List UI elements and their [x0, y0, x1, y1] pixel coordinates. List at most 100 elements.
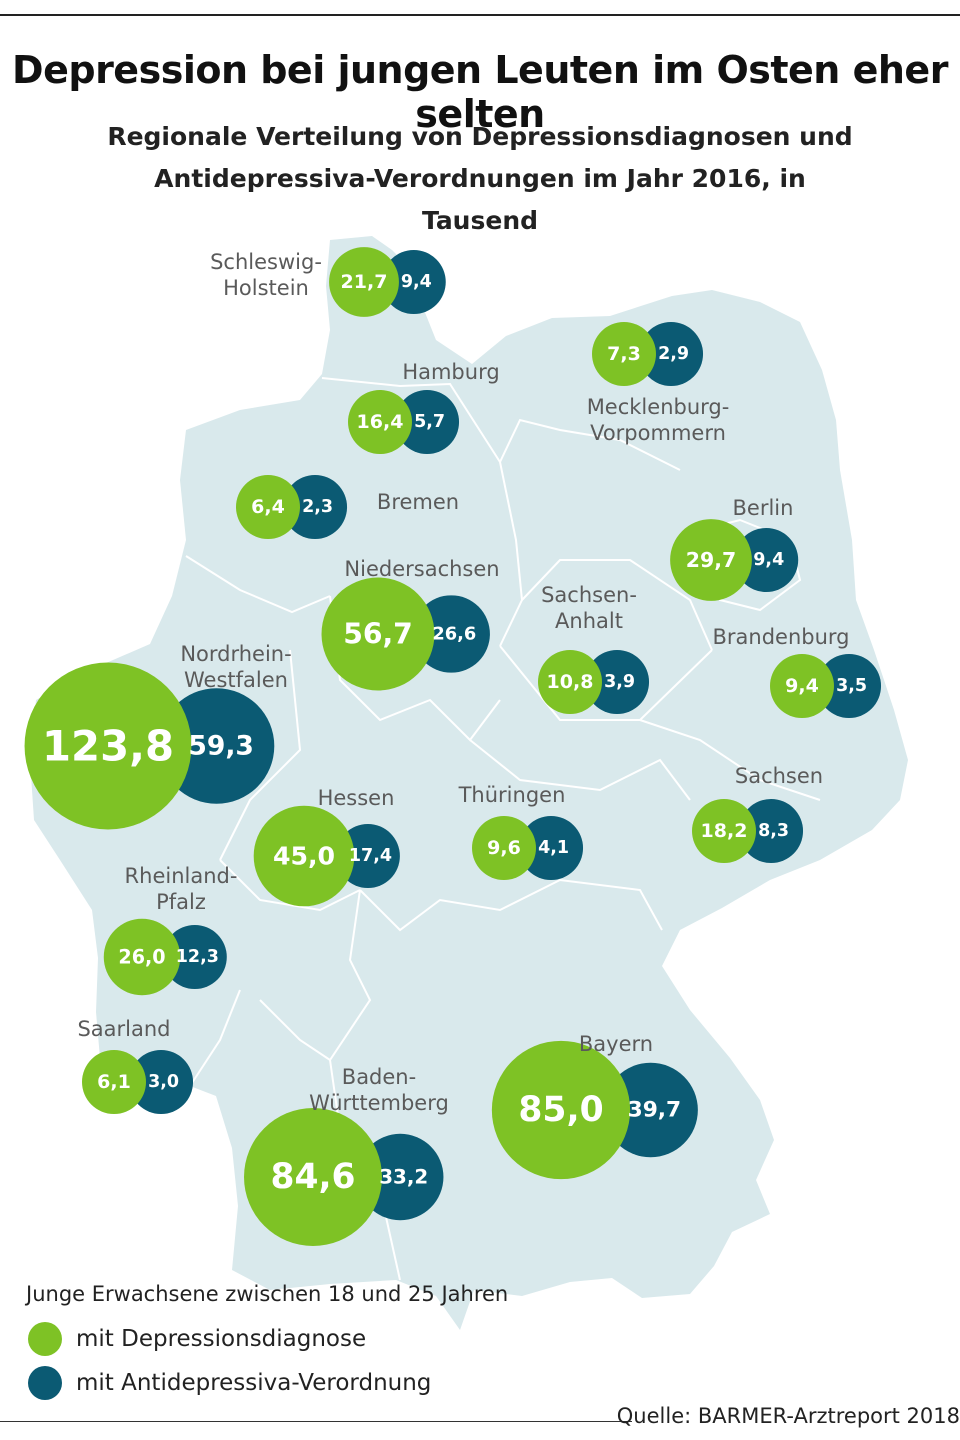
- subtitle-line-1: Regionale Verteilung von Depressionsdiag…: [107, 122, 853, 151]
- prescription-value: 39,7: [628, 1098, 682, 1123]
- diagnosis-bubble: [491, 1040, 631, 1180]
- diagnosis-value: 6,1: [97, 1071, 131, 1093]
- prescription-bubble: [603, 1062, 698, 1158]
- subtitle-line-2: Antidepressiva-Verordnungen im Jahr 2016…: [154, 164, 806, 235]
- legend-item-prescription: mit Antidepressiva-Verordnung: [28, 1366, 431, 1400]
- prescription-bubble: [734, 528, 799, 592]
- state-label: Sachsen: [735, 764, 823, 788]
- prescription-value: 2,3: [302, 497, 333, 517]
- legend-title: Junge Erwachsene zwischen 18 und 25 Jahr…: [26, 1282, 509, 1306]
- prescription-bubble: [129, 1050, 194, 1114]
- prescription-bubble: [395, 390, 460, 454]
- state-label: Pfalz: [156, 890, 206, 914]
- diagnosis-value: 56,7: [343, 618, 413, 651]
- state-label: Anhalt: [555, 609, 623, 633]
- prescription-value: 2,9: [658, 344, 689, 364]
- diagnosis-value: 85,0: [518, 1090, 603, 1130]
- prescription-value: 26,6: [432, 624, 476, 645]
- state-label: Vorpommern: [590, 421, 726, 445]
- state-label: Mecklenburg-: [587, 395, 730, 419]
- state-label: Niedersachsen: [344, 557, 499, 581]
- diagnosis-value: 16,4: [357, 411, 404, 433]
- diagnosis-bubble: [538, 650, 602, 714]
- state-label: Württemberg: [309, 1091, 449, 1115]
- prescription-bubble: [639, 322, 704, 386]
- diagnosis-value: 6,4: [251, 496, 285, 518]
- prescription-bubble: [739, 799, 804, 863]
- prescription-bubble: [283, 475, 348, 539]
- diagnosis-value: 9,4: [785, 675, 819, 697]
- prescription-bubble: [381, 250, 446, 314]
- top-rule: [0, 14, 960, 16]
- diagnosis-bubble: [692, 799, 756, 863]
- prescription-value: 9,4: [753, 550, 784, 570]
- prescription-bubble: [585, 650, 650, 714]
- prescription-bubble: [357, 1133, 444, 1221]
- state-label: Westfalen: [184, 668, 288, 692]
- diagnosis-bubble: [82, 1050, 146, 1114]
- diagnosis-value: 10,8: [547, 671, 594, 693]
- diagnosis-bubble: [253, 805, 355, 907]
- diagnosis-value: 21,7: [341, 271, 388, 293]
- prescription-bubble: [162, 925, 227, 989]
- prescription-bubble: [412, 595, 490, 673]
- prescription-value: 59,3: [188, 731, 254, 762]
- diagnosis-value: 9,6: [487, 837, 521, 859]
- diagnosis-value: 18,2: [701, 820, 748, 842]
- prescription-value: 12,3: [176, 947, 219, 967]
- state-label: Berlin: [733, 496, 794, 520]
- diagnosis-bubble: [103, 918, 181, 996]
- prescription-value: 33,2: [379, 1166, 428, 1189]
- diagnosis-bubble: [670, 519, 752, 601]
- diagnosis-value: 84,6: [270, 1157, 355, 1197]
- state-label: Bayern: [579, 1032, 653, 1056]
- state-label: Thüringen: [458, 783, 566, 807]
- diagnosis-bubble: [472, 816, 536, 880]
- state-label: Bremen: [377, 490, 459, 514]
- prescription-value: 3,0: [148, 1072, 179, 1092]
- prescription-value: 9,4: [401, 272, 432, 292]
- diagnosis-bubble: [592, 322, 656, 386]
- diagnosis-bubble: [770, 654, 834, 718]
- state-label: Saarland: [77, 1017, 170, 1041]
- state-label: Baden-: [342, 1065, 416, 1089]
- legend-diagnosis-label: mit Depressionsdiagnose: [76, 1326, 367, 1352]
- prescription-bubble: [817, 654, 882, 718]
- state-label: Holstein: [223, 276, 309, 300]
- diagnosis-value: 45,0: [273, 842, 335, 871]
- legend-diagnosis-marker: [28, 1322, 62, 1356]
- diagnosis-bubble: [244, 1108, 382, 1246]
- state-label: Rheinland-: [125, 864, 238, 888]
- state-label: Hessen: [318, 786, 395, 810]
- state-label: Sachsen-: [541, 583, 637, 607]
- diagnosis-value: 123,8: [42, 722, 174, 771]
- legend-prescription-label: mit Antidepressiva-Verordnung: [76, 1370, 432, 1396]
- state-label: Hamburg: [402, 360, 499, 384]
- page-title: Depression bei jungen Leuten im Osten eh…: [12, 48, 948, 136]
- diagnosis-value: 26,0: [118, 946, 165, 969]
- prescription-value: 3,5: [836, 676, 867, 696]
- prescription-value: 5,7: [414, 412, 445, 432]
- source-rule: [0, 1421, 632, 1422]
- diagnosis-value: 7,3: [607, 343, 641, 365]
- diagnosis-bubble: [348, 390, 412, 454]
- diagnosis-bubble: [24, 662, 192, 830]
- subtitle: Regionale Verteilung von Depressionsdiag…: [100, 116, 860, 242]
- diagnosis-bubble: [321, 577, 435, 691]
- prescription-bubble: [335, 824, 400, 888]
- state-label: Nordrhein-: [180, 642, 291, 666]
- prescription-value: 17,4: [349, 846, 392, 866]
- legend-prescription-marker: [28, 1366, 62, 1400]
- state-symbols: 21,7 9,4 Schleswig-Holstein 16,4 5,7 Hamburg 7…: [24, 247, 882, 1246]
- state-label: Schleswig-: [210, 250, 322, 274]
- diagnosis-value: 29,7: [686, 548, 736, 572]
- source-credit: Quelle: BARMER-Arztreport 2018: [616, 1404, 960, 1428]
- legend-item-diagnosis: mit Depressionsdiagnose: [28, 1322, 366, 1356]
- prescription-bubble: [158, 688, 275, 804]
- diagnosis-bubble: [329, 247, 399, 317]
- prescription-value: 8,3: [758, 821, 789, 841]
- state-label: Brandenburg: [712, 625, 849, 649]
- prescription-value: 4,1: [538, 838, 569, 858]
- diagnosis-bubble: [236, 475, 300, 539]
